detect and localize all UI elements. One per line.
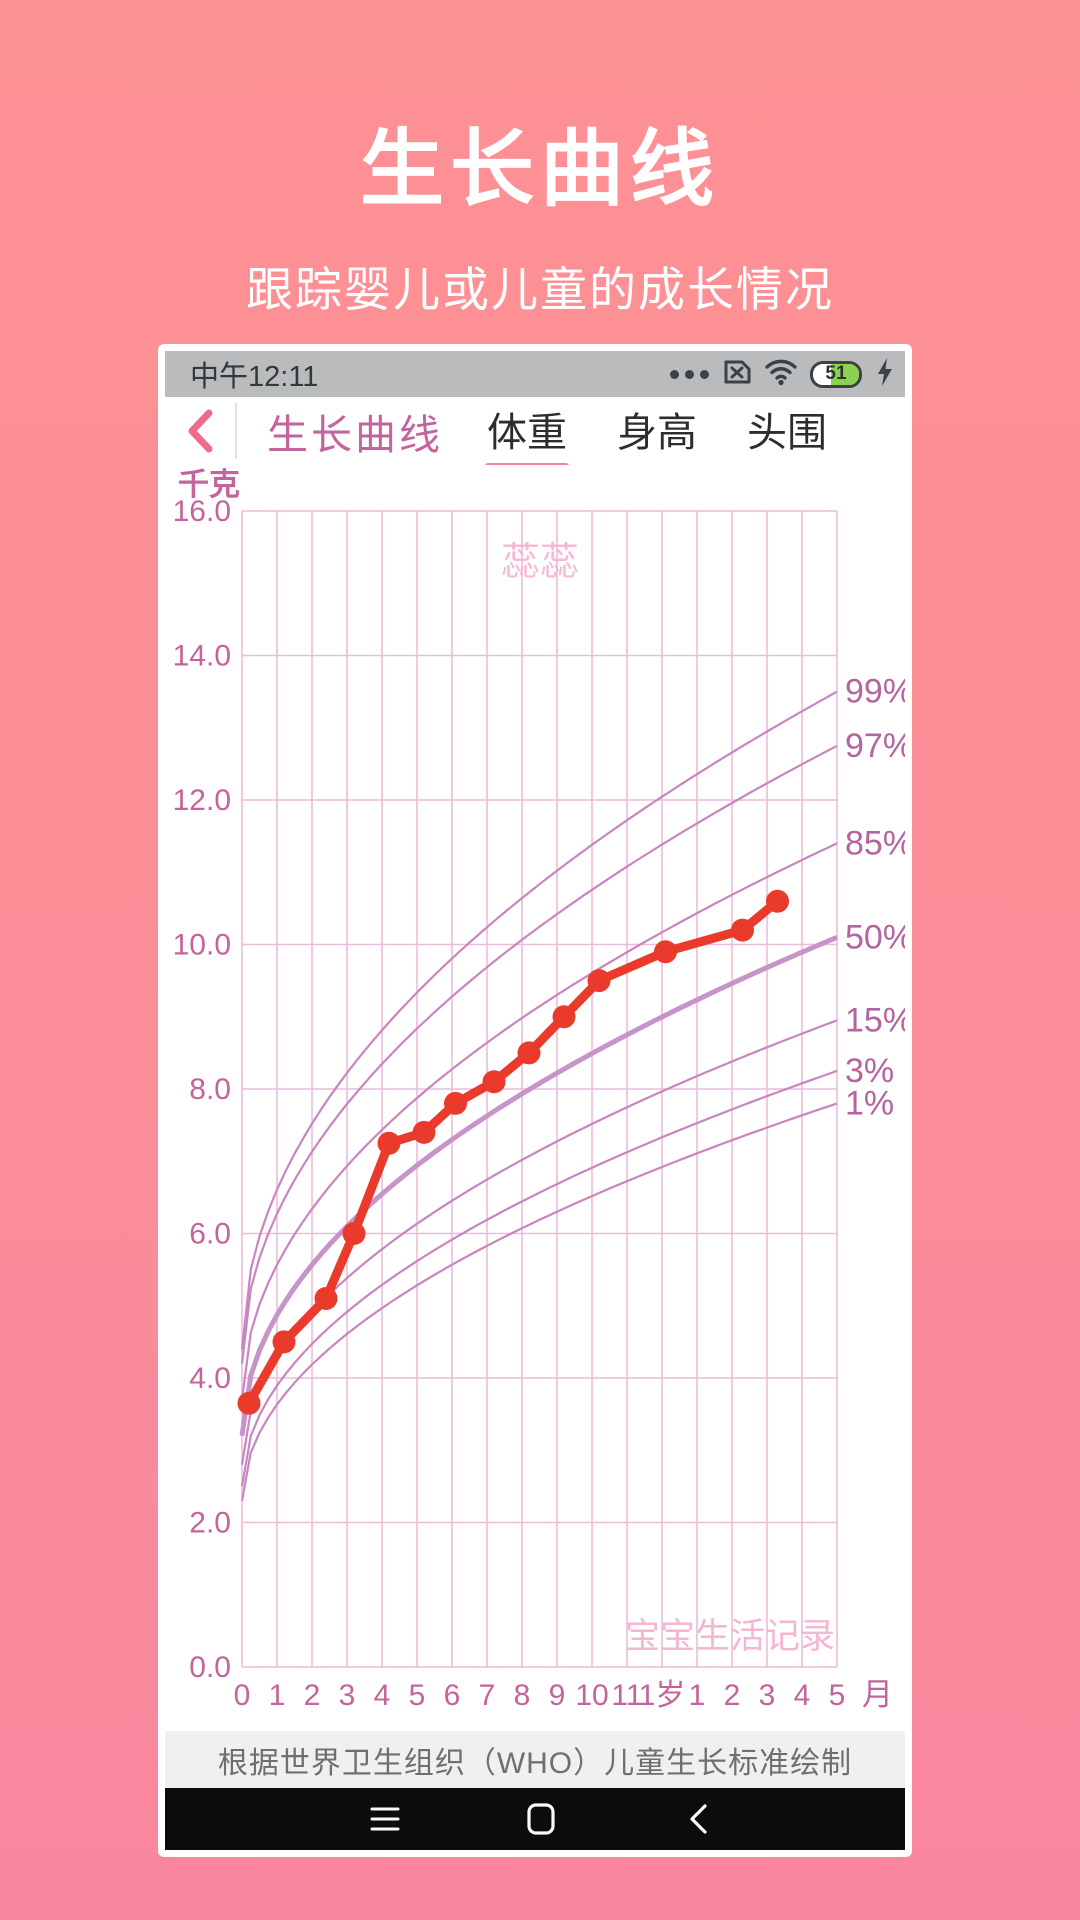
percentile-curve-97% xyxy=(240,744,838,1364)
y-tick-label: 10.0 xyxy=(173,929,231,962)
measurement-point[interactable] xyxy=(731,918,754,942)
percentile-curve-15% xyxy=(240,1019,838,1465)
percentile-curve-1% xyxy=(240,1102,838,1501)
measurement-line xyxy=(244,896,782,1408)
sim-missing-icon xyxy=(722,358,752,391)
x-tick-label: 4 xyxy=(794,1679,811,1712)
percentile-curve-85% xyxy=(240,842,838,1400)
watermark-baby-name: 蕊蕊 xyxy=(501,541,579,584)
measurement-point[interactable] xyxy=(517,1041,541,1065)
percentile-label-50%: 50% xyxy=(845,918,905,956)
percentile-curve-3% xyxy=(240,1069,838,1487)
x-tick-label: 3 xyxy=(759,1679,776,1712)
y-tick-label: 4.0 xyxy=(189,1362,231,1395)
x-tick-label: 9 xyxy=(549,1679,566,1712)
measurement-point[interactable] xyxy=(482,1070,506,1094)
menu-button[interactable] xyxy=(355,1788,415,1850)
nav-divider xyxy=(235,403,237,459)
x-tick-label: 11 xyxy=(611,1679,642,1712)
x-tick-label: 3 xyxy=(339,1679,356,1712)
android-back-button[interactable] xyxy=(668,1788,728,1850)
tab-head-circumference[interactable]: 头围 xyxy=(747,411,827,455)
percentile-label-15%: 15% xyxy=(845,1001,905,1039)
measurement-point[interactable] xyxy=(766,889,789,913)
percentile-label-85%: 85% xyxy=(845,824,905,862)
app-nav-title: 生长曲线 xyxy=(267,412,443,458)
measurement-point[interactable] xyxy=(237,1391,261,1415)
x-tick-label: 2 xyxy=(724,1679,741,1712)
x-tick-label: 0 xyxy=(234,1679,251,1712)
percentile-label-97%: 97% xyxy=(845,727,905,765)
back-icon xyxy=(690,1804,707,1834)
x-tick-label: 8 xyxy=(514,1679,531,1712)
hero-header: 生长曲线 跟踪婴儿或儿童的成长情况 xyxy=(0,0,1080,320)
y-tick-label: 8.0 xyxy=(189,1073,231,1106)
y-tick-label: 6.0 xyxy=(189,1218,231,1251)
x-tick-label: 1 xyxy=(689,1679,706,1712)
y-tick-label: 14.0 xyxy=(173,640,231,673)
y-tick-label: 0.0 xyxy=(189,1651,231,1684)
y-axis-unit-label: 千克 xyxy=(178,467,240,502)
growth-chart[interactable]: 16.0 14.0 12.0 10.0 8.0 6.0 4.0 2.0 0.0 千克 0 1 2 3 4 5 6… xyxy=(165,465,905,1731)
who-source-note: 根据世界卫生组织（WHO）儿童生长标准绘制 xyxy=(217,1746,853,1780)
x-tick-label: 5 xyxy=(829,1679,846,1712)
measurement-point[interactable] xyxy=(342,1222,366,1245)
home-icon xyxy=(527,1803,555,1835)
measurement-point[interactable] xyxy=(552,1005,576,1029)
tab-weight[interactable]: 体重 xyxy=(485,400,569,470)
page-title: 生长曲线 xyxy=(359,122,720,216)
percentile-label-1%: 1% xyxy=(845,1084,894,1122)
battery-fill xyxy=(831,363,859,385)
measurement-point[interactable] xyxy=(654,940,677,964)
chevron-left-icon xyxy=(188,409,213,453)
x-axis-unit-label: 月 xyxy=(862,1677,893,1712)
percentile-curve-50% xyxy=(239,934,838,1437)
measurement-point[interactable] xyxy=(314,1287,338,1310)
measurement-point[interactable] xyxy=(272,1330,296,1354)
charging-flash-icon xyxy=(875,357,895,392)
more-dots-icon xyxy=(670,369,709,379)
y-tick-label: 2.0 xyxy=(189,1507,231,1540)
battery-icon: 51 xyxy=(810,360,862,388)
battery-percent: 51 xyxy=(825,363,847,385)
phone-mockup: 中午12:11 xyxy=(158,344,912,1857)
status-time: 中午12:11 xyxy=(190,361,319,393)
status-bar: 中午12:11 xyxy=(165,351,905,397)
who-note-bar: 根据世界卫生组织（WHO）儿童生长标准绘制 xyxy=(165,1731,905,1788)
percentile-label-99%: 99% xyxy=(845,673,905,711)
x-tick-label: 5 xyxy=(409,1679,426,1712)
back-button[interactable] xyxy=(165,397,235,465)
measurement-point[interactable] xyxy=(377,1131,401,1155)
measurement-point[interactable] xyxy=(444,1091,467,1115)
android-nav-bar xyxy=(165,1788,905,1850)
measurement-point[interactable] xyxy=(412,1120,436,1144)
tab-height[interactable]: 身高 xyxy=(617,411,697,455)
watermark-app-name: 宝宝生活记录 xyxy=(625,1617,835,1656)
page-subtitle: 跟踪婴儿或儿童的成长情况 xyxy=(246,263,834,316)
x-tick-label: 1 xyxy=(269,1679,286,1712)
x-tick-label: 4 xyxy=(374,1679,391,1712)
percentile-label-3%: 3% xyxy=(845,1052,894,1090)
home-button[interactable] xyxy=(511,1788,571,1850)
x-tick-label: 10 xyxy=(575,1679,608,1712)
x-tick-label: 1岁 xyxy=(639,1679,686,1712)
app-nav-bar: 生长曲线 体重 身高 头围 xyxy=(165,397,905,470)
menu-icon xyxy=(370,1807,400,1831)
x-tick-label: 7 xyxy=(479,1679,496,1712)
wifi-icon xyxy=(765,358,797,391)
x-tick-label: 2 xyxy=(304,1679,321,1712)
y-tick-label: 12.0 xyxy=(173,784,231,817)
measurement-point[interactable] xyxy=(587,969,611,993)
y-tick-label: 16.0 xyxy=(173,495,231,528)
percentile-curve-99% xyxy=(240,690,838,1350)
x-tick-label: 6 xyxy=(444,1679,461,1712)
